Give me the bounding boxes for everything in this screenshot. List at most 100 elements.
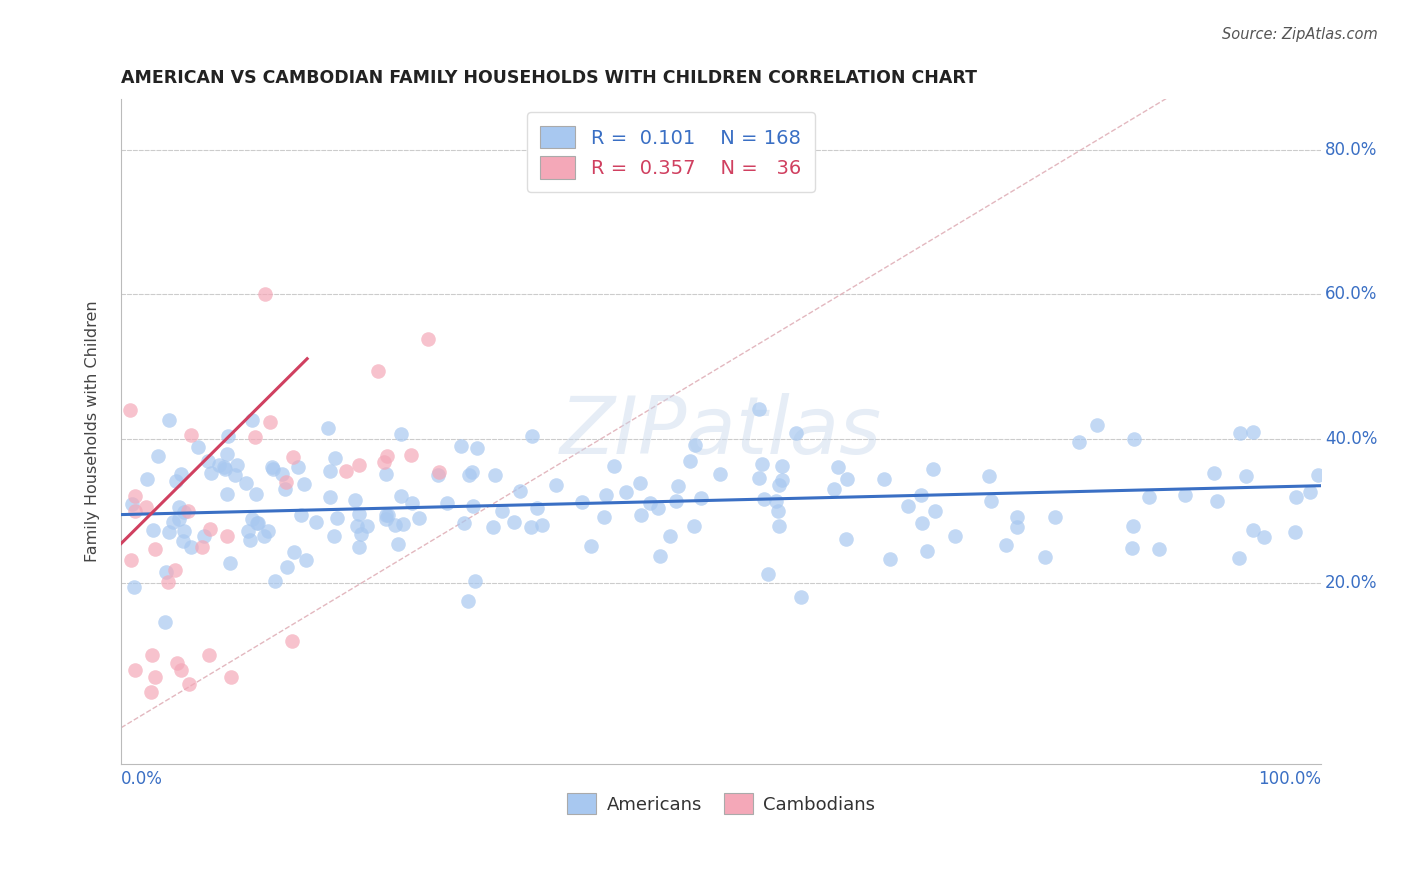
Point: [571, 495, 593, 509]
Point: [167, 500, 190, 515]
Point: [180, 427, 202, 442]
Point: [748, 471, 770, 485]
Point: [165, 474, 187, 488]
Point: [1043, 509, 1066, 524]
Point: [1122, 432, 1144, 446]
Point: [1206, 494, 1229, 508]
Point: [124, 504, 146, 518]
Point: [426, 468, 449, 483]
Point: [873, 472, 896, 486]
Point: [136, 472, 159, 486]
Point: [319, 465, 342, 479]
Point: [835, 472, 858, 486]
Point: [1241, 425, 1264, 439]
Text: 60.0%: 60.0%: [1324, 285, 1376, 303]
Point: [748, 402, 770, 417]
Text: Source: ZipAtlas.com: Source: ZipAtlas.com: [1222, 27, 1378, 42]
Point: [879, 552, 901, 566]
Point: [143, 541, 166, 556]
Point: [373, 455, 395, 469]
Point: [502, 515, 524, 529]
Point: [260, 459, 283, 474]
Point: [163, 563, 186, 577]
Point: [246, 516, 269, 531]
Point: [142, 523, 165, 537]
Point: [1306, 468, 1329, 483]
Point: [180, 540, 202, 554]
Point: [170, 663, 193, 677]
Point: [1227, 550, 1250, 565]
Point: [292, 477, 315, 491]
Point: [827, 459, 849, 474]
Point: [319, 490, 342, 504]
Text: 100.0%: 100.0%: [1258, 770, 1322, 788]
Point: [219, 670, 242, 684]
Point: [384, 518, 406, 533]
Text: 20.0%: 20.0%: [1324, 574, 1378, 592]
Point: [977, 468, 1000, 483]
Point: [752, 491, 775, 506]
Point: [344, 492, 367, 507]
Point: [124, 580, 146, 594]
Point: [157, 413, 180, 427]
Point: [281, 634, 304, 648]
Point: [141, 648, 163, 663]
Point: [751, 457, 773, 471]
Point: [995, 538, 1018, 552]
Point: [374, 467, 396, 482]
Point: [156, 575, 179, 590]
Point: [121, 497, 143, 511]
Point: [910, 488, 932, 502]
Point: [1229, 425, 1251, 440]
Point: [287, 459, 309, 474]
Point: [290, 508, 312, 523]
Point: [581, 539, 603, 553]
Point: [1005, 520, 1028, 534]
Point: [1284, 524, 1306, 539]
Point: [640, 496, 662, 510]
Point: [193, 529, 215, 543]
Point: [427, 465, 450, 479]
Point: [157, 524, 180, 539]
Point: [768, 519, 790, 533]
Point: [215, 529, 238, 543]
Point: [924, 504, 946, 518]
Point: [484, 467, 506, 482]
Point: [520, 428, 543, 442]
Point: [262, 461, 284, 475]
Point: [276, 559, 298, 574]
Point: [665, 493, 688, 508]
Point: [172, 534, 194, 549]
Point: [679, 454, 702, 468]
Point: [389, 490, 412, 504]
Point: [155, 566, 177, 580]
Y-axis label: Family Households with Children: Family Households with Children: [86, 301, 100, 562]
Point: [316, 421, 339, 435]
Point: [1236, 469, 1258, 483]
Point: [162, 516, 184, 530]
Point: [146, 449, 169, 463]
Point: [124, 663, 146, 677]
Point: [1241, 523, 1264, 537]
Point: [519, 520, 541, 534]
Point: [200, 467, 222, 481]
Point: [770, 473, 793, 487]
Point: [436, 496, 458, 510]
Point: [683, 518, 706, 533]
Point: [208, 458, 231, 472]
Point: [1121, 541, 1143, 555]
Point: [276, 475, 298, 490]
Point: [614, 484, 637, 499]
Point: [217, 446, 239, 460]
Point: [389, 427, 412, 442]
Point: [603, 458, 626, 473]
Point: [226, 458, 249, 473]
Point: [399, 448, 422, 462]
Point: [1147, 541, 1170, 556]
Point: [217, 486, 239, 500]
Point: [915, 544, 938, 558]
Point: [240, 413, 263, 427]
Point: [530, 518, 553, 533]
Point: [770, 459, 793, 474]
Point: [253, 529, 276, 543]
